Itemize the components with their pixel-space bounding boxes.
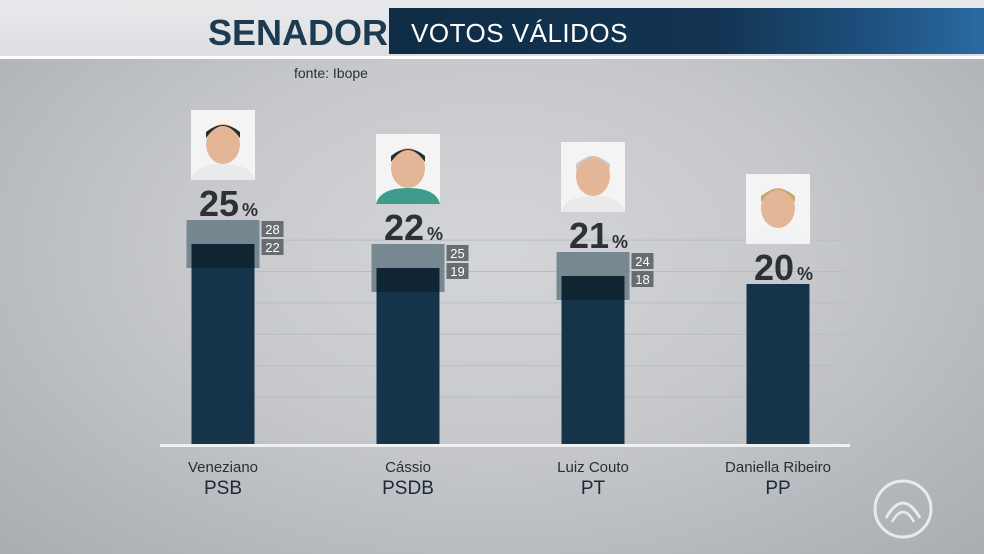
cassio-photo <box>376 134 440 204</box>
percent-sign-3: % <box>797 264 813 284</box>
margin-low-box-2 <box>631 271 654 287</box>
margin-high-box-2 <box>631 253 654 269</box>
margin-high-box-1 <box>446 245 469 261</box>
margin-high-label-1: 25 <box>450 246 464 261</box>
party-label-1: PSDB <box>382 478 434 499</box>
party-label-3: PP <box>765 478 790 499</box>
value-label-1: 22 <box>384 207 424 248</box>
bar-top-shade-0 <box>191 244 255 268</box>
daniella-ribeiro-photo <box>746 174 810 244</box>
luiz-couto-photo <box>561 142 625 212</box>
candidate-name-1: Cássio <box>385 459 431 476</box>
margin-low-label-1: 19 <box>450 264 464 279</box>
page-subtitle: VOTOS VÁLIDOS <box>411 18 628 48</box>
value-label-2: 21 <box>569 215 609 256</box>
source-note: fonte: Ibope <box>294 65 368 81</box>
bar-1 <box>376 268 440 444</box>
bar-3 <box>746 284 810 444</box>
candidate-name-3: Daniella Ribeiro <box>725 459 831 476</box>
value-label-3: 20 <box>754 247 794 288</box>
bar-0 <box>191 244 255 444</box>
bar-top-shade-2 <box>561 276 625 300</box>
value-label-0: 25 <box>199 183 239 224</box>
candidate-name-0: Veneziano <box>188 459 258 476</box>
veneziano-photo <box>191 110 255 180</box>
candidate-name-2: Luiz Couto <box>557 459 629 476</box>
page-title: SENADOR <box>208 12 389 53</box>
party-label-0: PSB <box>204 478 242 499</box>
bar-top-shade-1 <box>376 268 440 292</box>
chart-baseline <box>160 444 850 447</box>
percent-sign-1: % <box>427 224 443 244</box>
tv-logo-icon <box>873 479 933 539</box>
margin-high-box-0 <box>261 221 284 237</box>
margin-low-box-1 <box>446 263 469 279</box>
margin-high-label-2: 24 <box>635 254 649 269</box>
header-divider <box>0 56 984 59</box>
bar-2 <box>561 276 625 444</box>
percent-sign-2: % <box>612 232 628 252</box>
margin-high-label-0: 28 <box>265 222 279 237</box>
percent-sign-0: % <box>242 200 258 220</box>
party-label-2: PT <box>581 478 606 499</box>
subtitle-banner: VOTOS VÁLIDOS <box>389 8 984 54</box>
margin-low-box-0 <box>261 239 284 255</box>
margin-low-label-2: 18 <box>635 272 649 287</box>
margin-low-label-0: 22 <box>265 240 279 255</box>
